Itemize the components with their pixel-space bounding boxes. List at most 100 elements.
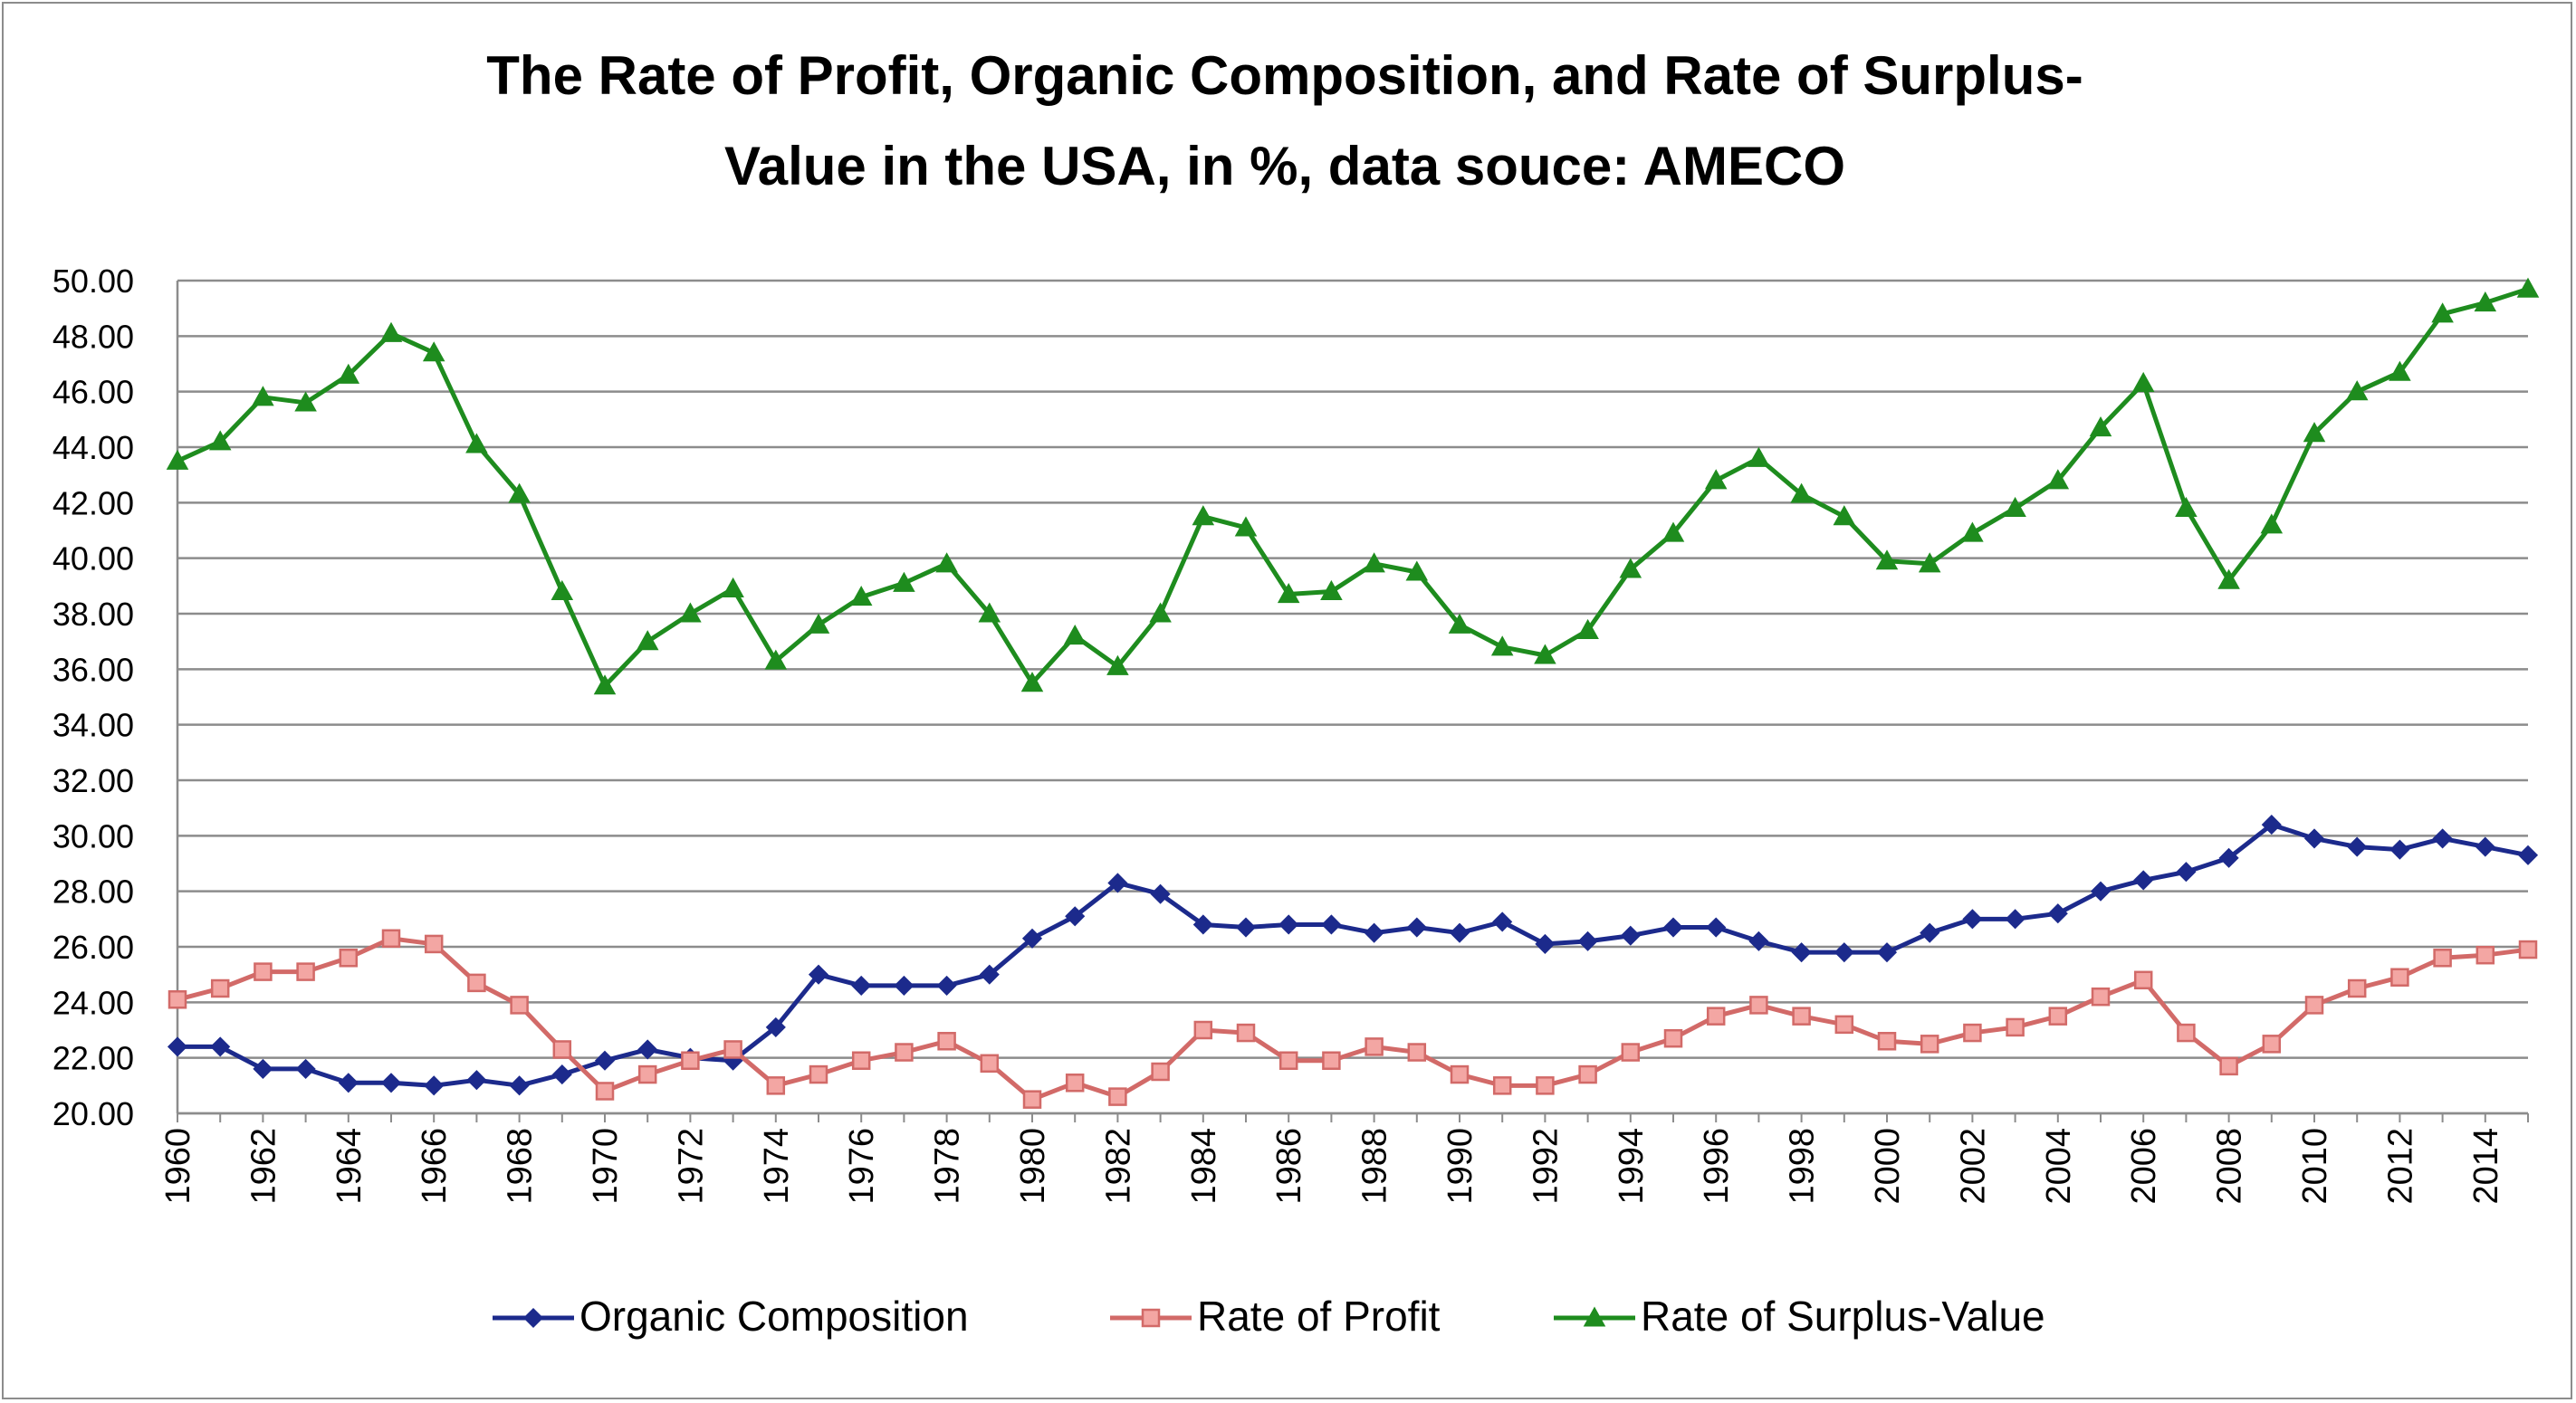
x-tick-label: 1994 (1613, 1128, 1651, 1205)
data-point (1490, 635, 1514, 656)
data-point (1192, 505, 1215, 526)
data-point (2219, 1056, 2238, 1076)
x-tick-label: 1998 (1784, 1128, 1822, 1205)
data-point (1704, 469, 1728, 490)
data-point (1151, 1062, 1170, 1082)
data-point (1278, 1051, 1298, 1070)
data-point (1235, 917, 1257, 938)
data-point (2345, 380, 2369, 401)
data-point (1193, 1020, 1213, 1040)
data-point (937, 1032, 956, 1051)
legend-marker (1141, 1308, 1161, 1328)
data-point (2176, 862, 2197, 883)
y-tick-label: 42.00 (53, 484, 134, 521)
x-tick-label: 1988 (1356, 1128, 1394, 1205)
x-tick-label: 1974 (758, 1128, 796, 1205)
x-tick-label: 1960 (159, 1128, 197, 1205)
data-point (1706, 917, 1727, 938)
data-point (253, 1058, 273, 1079)
x-tick-label: 1962 (244, 1128, 282, 1205)
data-point (679, 602, 702, 623)
data-point (1321, 914, 1342, 935)
data-point (1277, 582, 1300, 604)
data-point (2474, 291, 2497, 312)
data-point (337, 363, 360, 384)
data-point (637, 1039, 658, 1060)
data-point (808, 964, 829, 985)
data-point (2091, 987, 2111, 1007)
data-point (1834, 1015, 1854, 1035)
data-point (1963, 1023, 1982, 1043)
data-point (723, 1040, 742, 1059)
data-point (1406, 917, 1427, 938)
y-tick-label: 24.00 (53, 984, 134, 1021)
data-point (424, 1075, 445, 1096)
data-point (1578, 1064, 1597, 1084)
data-point (381, 929, 401, 949)
chart-title-line-1: The Rate of Profit, Organic Composition,… (486, 45, 2083, 106)
legend-label: Rate of Surplus-Value (1641, 1293, 2045, 1340)
y-tick-label: 20.00 (53, 1095, 134, 1132)
data-point (2389, 360, 2411, 381)
series-3 (166, 277, 2540, 695)
x-tick-label: 2000 (1869, 1128, 1907, 1205)
data-point (1792, 1007, 1811, 1026)
data-point (2390, 968, 2409, 987)
data-point (1407, 1043, 1427, 1062)
data-point (2005, 909, 2025, 930)
data-point (508, 482, 531, 503)
y-tick-label: 48.00 (53, 318, 134, 355)
data-point (2432, 828, 2453, 849)
y-tick-label: 38.00 (53, 596, 134, 633)
data-point (1278, 914, 1299, 935)
data-point (254, 962, 273, 981)
x-tick-label: 2010 (2296, 1128, 2334, 1205)
data-point (465, 433, 488, 453)
data-point (807, 613, 830, 634)
data-point (1749, 996, 1768, 1015)
data-point (935, 552, 958, 573)
x-axis-tick-labels: 1960 1962 1964 1966 1968 1970 1972 1974 1976 1978… (159, 1128, 2505, 1205)
x-tick-label: 2004 (2040, 1128, 2078, 1205)
data-point (980, 1054, 1000, 1074)
data-point (764, 649, 788, 670)
data-point (2133, 870, 2154, 891)
data-point (2004, 496, 2026, 518)
data-point (1065, 906, 1086, 927)
series-line (177, 936, 2529, 1102)
x-tick-label: 2014 (2467, 1128, 2505, 1205)
data-point (766, 1076, 786, 1095)
data-point (1790, 482, 1813, 503)
x-tick-label: 2006 (2125, 1128, 2163, 1205)
x-tick-label: 1976 (843, 1128, 881, 1205)
data-point (1234, 516, 1258, 537)
data-point (2518, 940, 2538, 959)
data-point (595, 1082, 615, 1101)
data-point (552, 1040, 572, 1059)
data-point (1662, 917, 1684, 938)
data-point (466, 1070, 487, 1091)
data-point (1363, 552, 1385, 573)
data-point (2433, 949, 2452, 968)
x-tick-label: 1990 (1441, 1128, 1480, 1205)
y-tick-label: 22.00 (53, 1040, 134, 1077)
data-point (551, 579, 574, 601)
data-point (1448, 613, 1471, 634)
data-point (2303, 828, 2325, 849)
data-point (1706, 1007, 1726, 1026)
data-point (2177, 1023, 2196, 1043)
x-tick-label: 2008 (2211, 1128, 2249, 1205)
data-point (1108, 1087, 1127, 1106)
data-point (2389, 839, 2410, 860)
x-tick-label: 2012 (2381, 1128, 2419, 1205)
data-point (210, 1036, 231, 1057)
data-point (765, 1016, 786, 1037)
data-point (809, 1064, 828, 1084)
chart-canvas: The Rate of Profit, Organic Composition,… (53, 45, 2540, 1340)
data-point (1748, 931, 1769, 951)
x-tick-label: 1966 (416, 1128, 454, 1205)
data-point (1661, 521, 1685, 542)
legend-item: Rate of Profit (1110, 1293, 1441, 1340)
data-point (722, 577, 744, 597)
